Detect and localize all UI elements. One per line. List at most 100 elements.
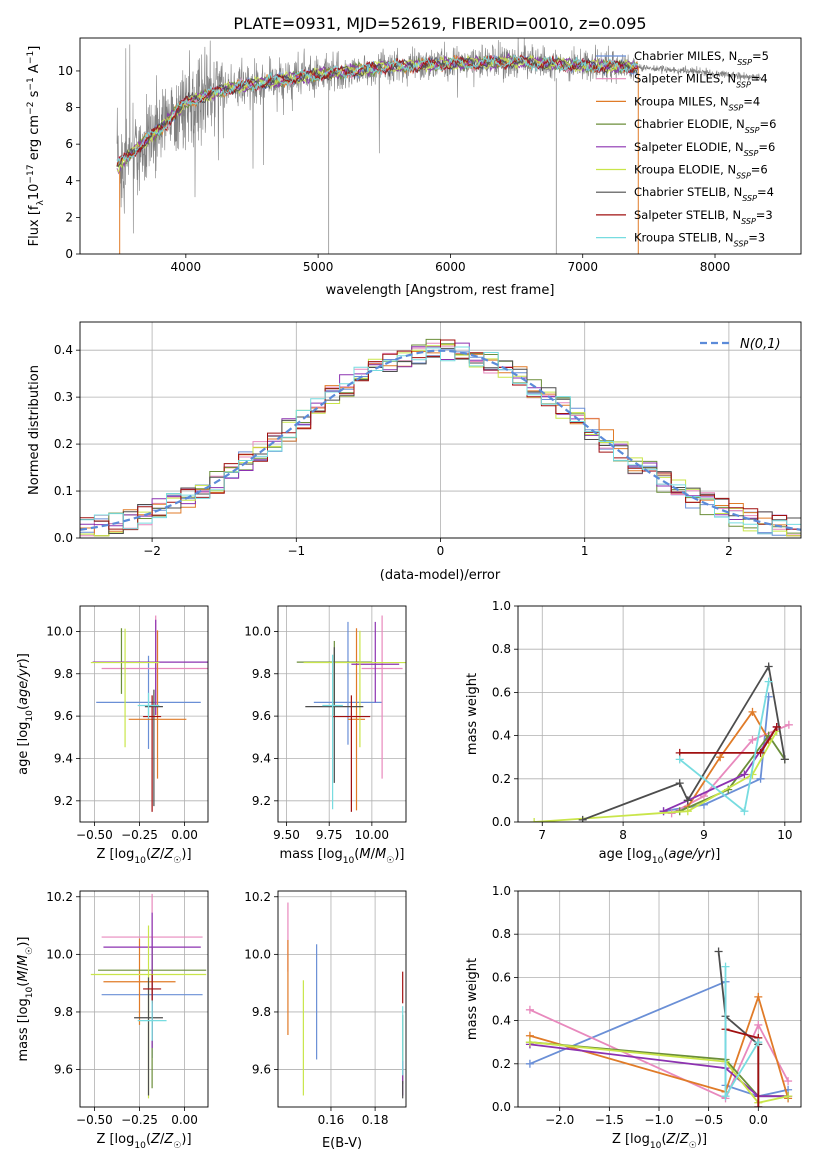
massZ-ytick-label: 10.0 <box>46 947 73 961</box>
ageZ-xtick-label: 0.00 <box>171 828 198 842</box>
legend-entry-sub: SSP <box>742 194 757 203</box>
mwAge-weight-marker <box>748 735 757 744</box>
spectrum-ylabel-part: 10 <box>27 184 42 201</box>
massZ-ytick-label: 10.2 <box>46 890 73 904</box>
legend-entry-main: Chabrier ELODIE, N <box>634 117 745 131</box>
residual-histogram-panel: −2 −1 0 1 2 0.0 0.1 0.2 0.3 0.4 N(0,1) (data-model)… <box>27 321 802 583</box>
mwZ-xlabel-part: Z [log <box>612 1132 650 1147</box>
mwAge-weight-marker <box>683 796 692 805</box>
massZ-xlabel: Z [log10(Z/Z☉)] <box>96 1132 191 1151</box>
ageZ-xlabel-part: / <box>160 847 165 862</box>
mwZ-weight-marker <box>525 1005 534 1014</box>
hist-overlay: −2 −1 0 1 2 0.0 0.1 0.2 0.3 0.4 <box>54 321 802 558</box>
spectrum-ylabel-part: Flux [f <box>27 205 42 246</box>
ageM-xlabel: mass [log10(M/M☉)] <box>280 847 405 866</box>
mwAge-weight-line <box>663 696 770 813</box>
legend-entry-main: Salpeter STELIB, N <box>634 208 741 222</box>
massZ-frame <box>79 890 209 1108</box>
mwZ-xlabel-part: ☉ <box>689 1141 697 1151</box>
legend-entry-tail: =6 <box>758 140 775 154</box>
ageM-xlabel-part: M <box>359 847 370 862</box>
massE-ytick-label: 9.8 <box>252 1005 271 1019</box>
spectrum-xtick-label: 4000 <box>171 260 202 274</box>
massZ-xlabel-part: Z [log <box>96 1132 134 1147</box>
massZ-xlabel-part: Z <box>150 1132 161 1147</box>
mwAge-weight-marker <box>764 677 773 686</box>
ageM-xlabel-part: / <box>371 847 376 862</box>
age-vs-mass-panel: 9.50 9.75 10.00 9.2 9.4 9.6 9.8 10.0 mass [log10… <box>244 605 407 866</box>
ageM-xlabel-part: 10 <box>343 856 355 866</box>
spectrum-xtick-label: 5000 <box>303 260 334 274</box>
mwAge-ytick-label: 1.0 <box>492 599 511 613</box>
mwZ-xlabel-part: / <box>675 1132 680 1147</box>
legend-entry-tail: =6 <box>760 117 777 131</box>
spectrum-ylabel-part: ] <box>27 46 42 51</box>
ageM-plot-area <box>296 615 406 812</box>
mwAge-weight-line <box>679 734 786 813</box>
legend-entry-main: Chabrier MILES, N <box>634 49 737 63</box>
legend-entry: Chabrier MILES, NSSP=5 <box>634 49 769 67</box>
spectrum-panel: 4000 5000 6000 7000 8000 0 2 4 6 8 10 wavelength [A… <box>26 37 802 298</box>
hist-xtick-label: 1 <box>581 544 589 558</box>
massZ-ylabel-part: mass [log <box>16 998 31 1061</box>
mwZ-weight-marker <box>721 1092 730 1101</box>
massZ-ylabel-part: )] <box>16 937 31 947</box>
legend-entry: Chabrier STELIB, NSSP=4 <box>634 185 774 203</box>
mwAge-weight-line <box>663 726 778 813</box>
massZ-xlabel-part: / <box>160 1132 165 1147</box>
legend-entry-sub: SSP <box>737 58 752 67</box>
massZ-ylabel-part: / <box>16 965 31 970</box>
mwAge-weight-marker <box>530 818 539 822</box>
mwZ-xlabel-part: )] <box>697 1132 707 1147</box>
mwAge-grid <box>518 605 801 823</box>
hist-xtick-label: 2 <box>725 544 733 558</box>
hist-xtick-label: 0 <box>437 544 445 558</box>
ageZ-ytick-label: 9.2 <box>54 794 73 808</box>
ageZ-ylabel-part: )] <box>16 653 31 663</box>
massE-overlay: 0.16 0.18 9.6 9.8 10.0 10.2 <box>244 890 407 1127</box>
hist-xtick-label: −1 <box>287 544 305 558</box>
ageM-ytick-label: 10.0 <box>244 624 271 638</box>
legend-entry: Kroupa STELIB, NSSP=3 <box>634 231 765 249</box>
spectrum-ylabel-part: −17 <box>26 164 36 183</box>
legend-entry: Chabrier ELODIE, NSSP=6 <box>634 117 776 135</box>
spectrum-ylabel-part: s <box>27 90 42 101</box>
spectrum-ylabel-part: erg cm <box>27 115 42 164</box>
massE-xlabel: E(B-V) <box>322 1136 362 1151</box>
legend-entry-sub: SSP <box>744 148 759 157</box>
massZ-ylabel-part: M <box>16 955 31 966</box>
massE-plot-area <box>287 902 404 1099</box>
mwZ-xtick-label: 0.0 <box>749 1113 768 1127</box>
ageM-xlabel-part: )] <box>394 847 404 862</box>
ageZ-xlabel-part: Z <box>150 847 161 862</box>
mwAge-weight-marker <box>756 774 765 783</box>
ageM-xlabel-part: mass [log <box>280 847 343 862</box>
legend-entry-tail: =5 <box>752 49 769 63</box>
mass-vs-extinction-panel: 0.16 0.18 9.6 9.8 10.0 10.2 E(B-V) <box>244 890 407 1151</box>
mwAge-weight-marker <box>675 755 684 764</box>
mwAge-weight-marker <box>578 815 587 822</box>
massZ-ylabel-part: M <box>16 970 31 981</box>
mwAge-weight-marker <box>772 722 781 731</box>
mwZ-frame <box>517 890 802 1108</box>
spectrum-overlay: 4000 5000 6000 7000 8000 0 2 4 6 8 10 <box>58 37 802 274</box>
spectrum-ytick-label: 10 <box>58 64 73 78</box>
massZ-ylabel-part: ( <box>16 982 31 987</box>
legend-entry-tail: =3 <box>748 231 765 245</box>
legend-entry-sub: SSP <box>736 171 751 180</box>
hist-ytick-label: 0.1 <box>54 484 73 498</box>
spectrum-ytick-label: 2 <box>65 210 73 224</box>
ageM-grid <box>278 606 406 822</box>
mwZ-ylabel: mass weight <box>465 958 480 1040</box>
mwAge-ytick-label: 0.4 <box>492 729 511 743</box>
spectrum-ytick-label: 6 <box>65 137 73 151</box>
ageZ-xlabel-part: Z <box>163 847 174 862</box>
mwAge-weight-marker <box>780 755 789 764</box>
spectrum-ylabel-part: A <box>27 64 42 77</box>
massZ-ylabel: mass [log10(M/M☉)] <box>16 937 35 1062</box>
massE-xtick-label: 0.16 <box>318 1113 345 1127</box>
spectrum-ylabel-part: −1 <box>26 77 36 90</box>
mwAge-overlay: 7 8 9 10 0.0 0.2 0.4 0.6 0.8 1.0 <box>492 599 802 842</box>
mwZ-xtick-label: −1.0 <box>644 1113 673 1127</box>
